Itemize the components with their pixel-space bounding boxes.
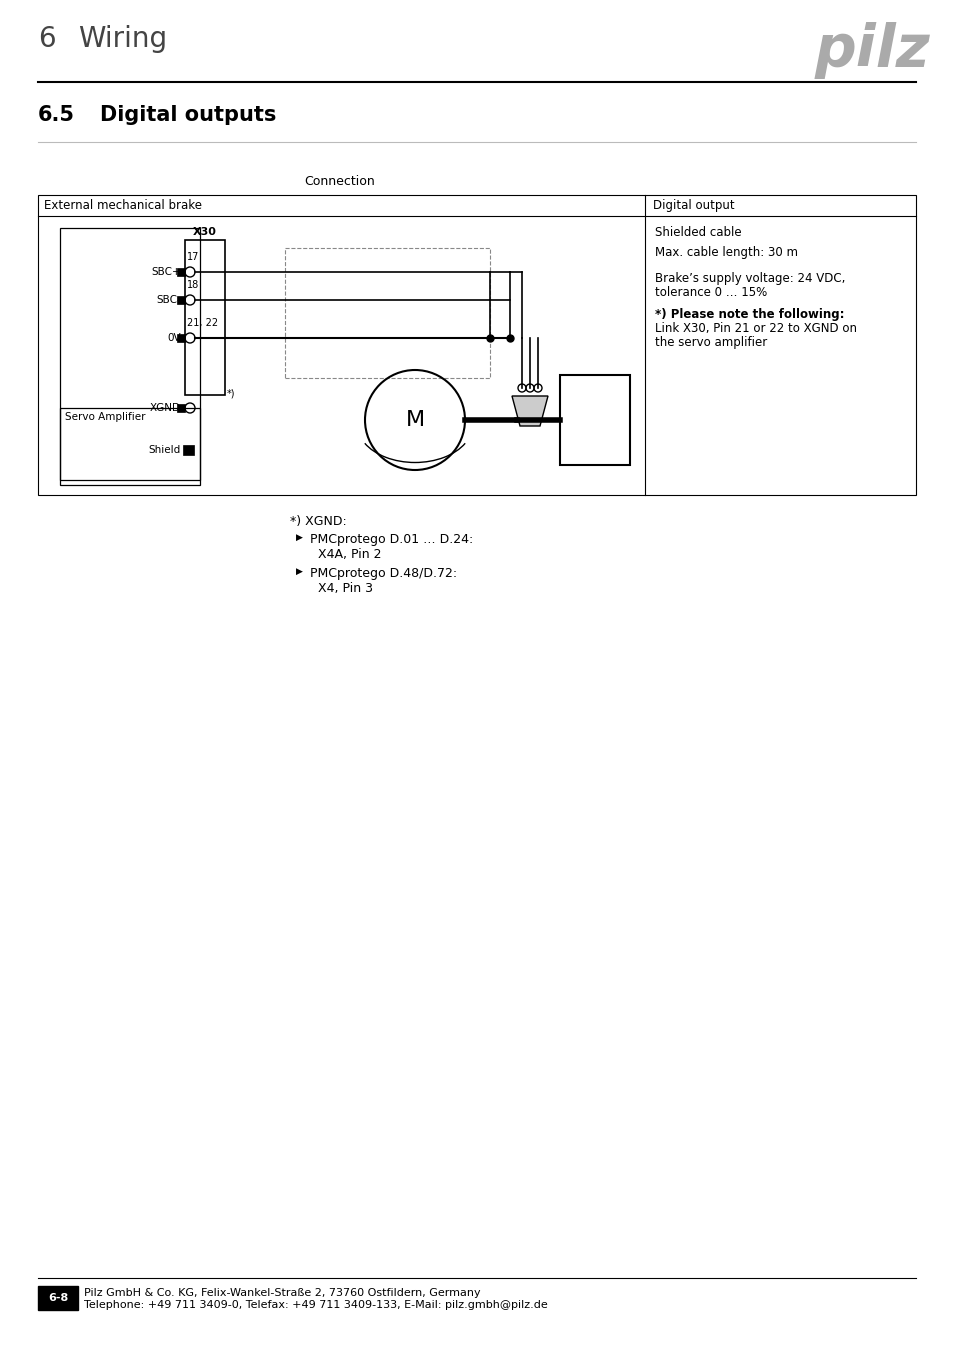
Text: X4, Pin 3: X4, Pin 3 xyxy=(317,582,373,595)
Text: Servo Amplifier: Servo Amplifier xyxy=(65,412,146,423)
Text: Pilz GmbH & Co. KG, Felix-Wankel-Straße 2, 73760 Ostfildern, Germany: Pilz GmbH & Co. KG, Felix-Wankel-Straße … xyxy=(84,1288,480,1297)
Text: Telephone: +49 711 3409-0, Telefax: +49 711 3409-133, E-Mail: pilz.gmbh@pilz.de: Telephone: +49 711 3409-0, Telefax: +49 … xyxy=(84,1300,547,1310)
Bar xyxy=(559,375,629,464)
Bar xyxy=(183,446,193,455)
Text: Shielded cable: Shielded cable xyxy=(655,225,740,239)
Text: ▶: ▶ xyxy=(295,567,302,576)
Text: Digital output: Digital output xyxy=(652,198,734,212)
Bar xyxy=(38,1287,78,1310)
Text: Wiring: Wiring xyxy=(78,26,167,53)
Text: External mechanical brake: External mechanical brake xyxy=(44,198,202,212)
Text: Max. cable length: 30 m: Max. cable length: 30 m xyxy=(655,246,797,259)
Text: Shield: Shield xyxy=(149,446,181,455)
Text: the servo amplifier: the servo amplifier xyxy=(655,336,766,350)
Bar xyxy=(60,228,200,481)
Text: Brake’s supply voltage: 24 VDC,: Brake’s supply voltage: 24 VDC, xyxy=(655,271,844,285)
Bar xyxy=(60,408,200,485)
Text: X4A, Pin 2: X4A, Pin 2 xyxy=(317,548,381,562)
Text: ▶: ▶ xyxy=(295,533,302,541)
Text: 6: 6 xyxy=(38,26,55,53)
Bar xyxy=(185,240,225,396)
Text: pilz: pilz xyxy=(814,22,929,80)
Text: 0V: 0V xyxy=(167,333,181,343)
Text: M: M xyxy=(405,410,424,431)
Bar xyxy=(38,194,915,495)
Bar xyxy=(285,248,490,378)
Text: SBC+: SBC+ xyxy=(152,267,181,277)
Text: XGND: XGND xyxy=(150,404,181,413)
Text: Connection: Connection xyxy=(304,176,375,188)
Text: Digital outputs: Digital outputs xyxy=(100,105,276,126)
Text: 18: 18 xyxy=(187,279,199,290)
Text: PMCprotego D.48/D.72:: PMCprotego D.48/D.72: xyxy=(310,567,456,580)
Bar xyxy=(177,404,185,412)
Text: 6.5: 6.5 xyxy=(38,105,75,126)
Polygon shape xyxy=(512,396,547,427)
Text: *): *) xyxy=(227,387,235,398)
Text: PMCprotego D.01 … D.24:: PMCprotego D.01 … D.24: xyxy=(310,533,473,545)
Text: Link X30, Pin 21 or 22 to XGND on: Link X30, Pin 21 or 22 to XGND on xyxy=(655,323,856,335)
Bar xyxy=(177,296,185,304)
Bar xyxy=(177,269,185,275)
Text: SBC-: SBC- xyxy=(156,296,181,305)
Text: X30: X30 xyxy=(193,227,216,238)
Text: *) XGND:: *) XGND: xyxy=(290,514,346,528)
Text: tolerance 0 … 15%: tolerance 0 … 15% xyxy=(655,286,766,298)
Text: 21, 22: 21, 22 xyxy=(187,319,218,328)
Text: 6-8: 6-8 xyxy=(48,1293,68,1303)
Bar xyxy=(177,333,185,342)
Text: 17: 17 xyxy=(187,252,199,262)
Text: *) Please note the following:: *) Please note the following: xyxy=(655,308,843,321)
